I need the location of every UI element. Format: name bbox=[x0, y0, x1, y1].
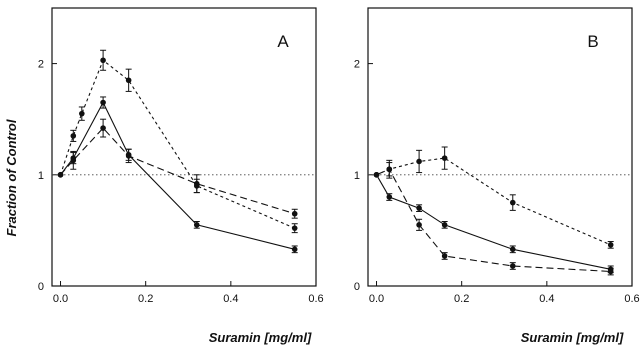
data-point-a-2-2 bbox=[79, 110, 85, 117]
data-point-a-2-0 bbox=[57, 172, 64, 178]
data-point-a-2-5 bbox=[193, 183, 200, 189]
panel-a: 0 1 2 0.0 0.2 0.4 0.6 A bbox=[38, 7, 324, 305]
data-point-a-2-3 bbox=[100, 57, 106, 64]
data-point-b-0-4 bbox=[509, 246, 516, 253]
series-line-a-dotted bbox=[59, 59, 295, 229]
data-point-a-1-1 bbox=[70, 157, 77, 164]
data-point-a-1-5 bbox=[291, 210, 298, 217]
y-tick-label-b-1: 1 bbox=[354, 170, 360, 182]
panel-letter-b: B bbox=[587, 32, 598, 51]
x-tick-label-a-1: 0.2 bbox=[138, 293, 153, 305]
x-axis-title-panel-a: Suramin [mg/ml] bbox=[209, 330, 312, 345]
data-point-a-2-6 bbox=[291, 225, 298, 231]
y-tick-label-b-2: 2 bbox=[354, 59, 360, 71]
x-tick-label-a-3: 0.6 bbox=[308, 293, 323, 305]
y-tick-label-a-2: 2 bbox=[38, 59, 44, 71]
data-point-b-2-5 bbox=[607, 242, 614, 248]
x-tick-label-b-3: 0.6 bbox=[624, 293, 639, 305]
x-tick-label-b-1: 0.2 bbox=[454, 293, 469, 305]
y-tick-label-a-0: 0 bbox=[38, 281, 44, 293]
data-point-b-0-1 bbox=[386, 194, 393, 200]
y-tick-label-a-1: 1 bbox=[38, 170, 44, 182]
x-tick-label-a-2: 0.4 bbox=[223, 293, 238, 305]
data-point-b-2-4 bbox=[509, 199, 516, 206]
data-point-a-2-4 bbox=[125, 77, 132, 84]
data-point-b-0-2 bbox=[416, 205, 422, 211]
data-point-b-1-4 bbox=[509, 263, 516, 269]
series-line-b-dotted bbox=[376, 157, 611, 246]
series-line-a-solid bbox=[60, 101, 295, 250]
data-point-a-0-2 bbox=[100, 99, 106, 106]
data-point-b-0-3 bbox=[441, 222, 448, 228]
data-point-a-0-4 bbox=[193, 222, 200, 228]
y-axis-title: Fraction of Control bbox=[4, 119, 19, 236]
series-line-b-dashed bbox=[376, 168, 611, 273]
data-point-b-1-3 bbox=[441, 253, 448, 259]
series-line-b-solid bbox=[376, 174, 611, 270]
data-point-b-2-1 bbox=[386, 166, 393, 173]
y-tick-label-b-0: 0 bbox=[354, 281, 360, 293]
data-point-a-0-5 bbox=[291, 246, 298, 253]
data-point-a-1-3 bbox=[125, 153, 132, 159]
data-point-a-2-1 bbox=[70, 133, 77, 139]
x-tick-label-a-0: 0.0 bbox=[53, 293, 68, 305]
x-axis-title-panel-b: Suramin [mg/ml] bbox=[521, 330, 624, 345]
panel-letter-a: A bbox=[277, 32, 289, 51]
x-tick-label-b-2: 0.4 bbox=[539, 293, 554, 305]
data-point-b-2-0 bbox=[373, 172, 380, 178]
panel-b: 0 1 2 0.0 0.2 0.4 0.6 B bbox=[354, 7, 640, 305]
series-line-a-dashed bbox=[60, 127, 295, 215]
data-point-b-2-3 bbox=[441, 155, 448, 161]
data-point-b-1-2 bbox=[416, 222, 422, 228]
data-point-b-1-5 bbox=[607, 268, 614, 275]
data-point-b-2-2 bbox=[416, 158, 422, 165]
plot-frame-b bbox=[367, 7, 633, 287]
x-tick-label-b-0: 0.0 bbox=[369, 293, 384, 305]
data-point-a-1-2 bbox=[100, 125, 106, 131]
plot-frame-a bbox=[51, 7, 317, 287]
